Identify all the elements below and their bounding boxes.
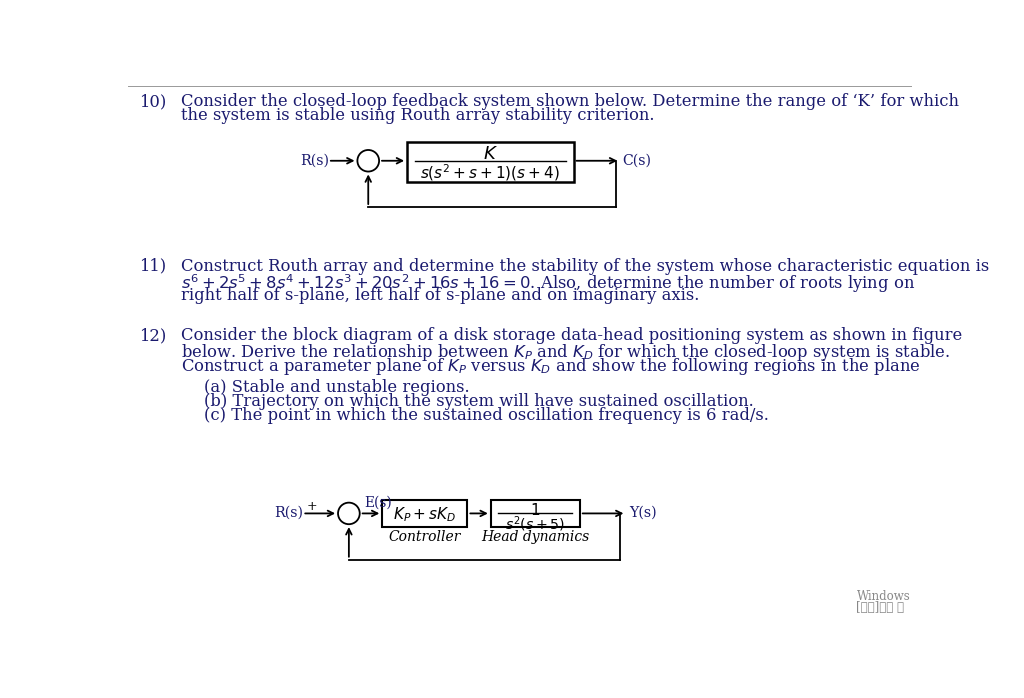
Text: C(s): C(s) [623, 154, 651, 168]
Text: +: + [307, 500, 317, 512]
Text: R(s): R(s) [273, 506, 303, 520]
Text: Controller: Controller [389, 530, 461, 544]
Text: right half of s-plane, left half of s-plane and on imaginary axis.: right half of s-plane, left half of s-pl… [180, 287, 699, 304]
Text: $K$: $K$ [482, 145, 498, 163]
Bar [382, 500, 467, 527]
Text: Construct a parameter plane of $K_P$ versus $K_D$ and show the following regions: Construct a parameter plane of $K_P$ ver… [180, 357, 921, 378]
Text: 11): 11) [139, 258, 166, 275]
Text: R(s): R(s) [300, 154, 329, 168]
Text: below. Derive the relationship between $K_P$ and $K_D$ for which the closed-loop: below. Derive the relationship between $… [180, 342, 950, 363]
Text: $s(s^2+s+1)(s+4)$: $s(s^2+s+1)(s+4)$ [421, 163, 560, 183]
Text: Construct Routh array and determine the stability of the system whose characteri: Construct Routh array and determine the … [180, 258, 989, 275]
Text: Y(s): Y(s) [629, 506, 656, 520]
Text: Head dynamics: Head dynamics [481, 530, 590, 544]
Text: $s^2(s+5)$: $s^2(s+5)$ [505, 514, 565, 534]
Text: $1$: $1$ [530, 502, 541, 518]
Text: Consider the block diagram of a disk storage data-head positioning system as sho: Consider the block diagram of a disk sto… [180, 327, 962, 344]
Text: the system is stable using Routh array stability criterion.: the system is stable using Routh array s… [180, 107, 654, 124]
Bar [490, 500, 580, 527]
Text: $K_P + sK_D$: $K_P + sK_D$ [393, 506, 457, 524]
Text: (b) Trajectory on which the system will have sustained oscillation.: (b) Trajectory on which the system will … [204, 393, 754, 410]
Text: 12): 12) [139, 327, 166, 344]
Text: $s^6 + 2s^5 + 8s^4 + 12s^3 + 20s^2 + 16s + 16 = 0$. Also, determine the number o: $s^6 + 2s^5 + 8s^4 + 12s^3 + 20s^2 + 16s… [180, 272, 914, 295]
Text: (c) The point in which the sustained oscillation frequency is 6 rad/s.: (c) The point in which the sustained osc… [204, 407, 769, 424]
Text: Windows: Windows [856, 591, 910, 603]
Text: [설정]으로 이: [설정]으로 이 [856, 601, 904, 614]
Text: Consider the closed-loop feedback system shown below. Determine the range of ‘K’: Consider the closed-loop feedback system… [180, 93, 958, 110]
Text: (a) Stable and unstable regions.: (a) Stable and unstable regions. [204, 380, 470, 396]
Bar [407, 142, 573, 182]
Text: E(s): E(s) [365, 496, 392, 510]
Text: 10): 10) [139, 93, 166, 110]
